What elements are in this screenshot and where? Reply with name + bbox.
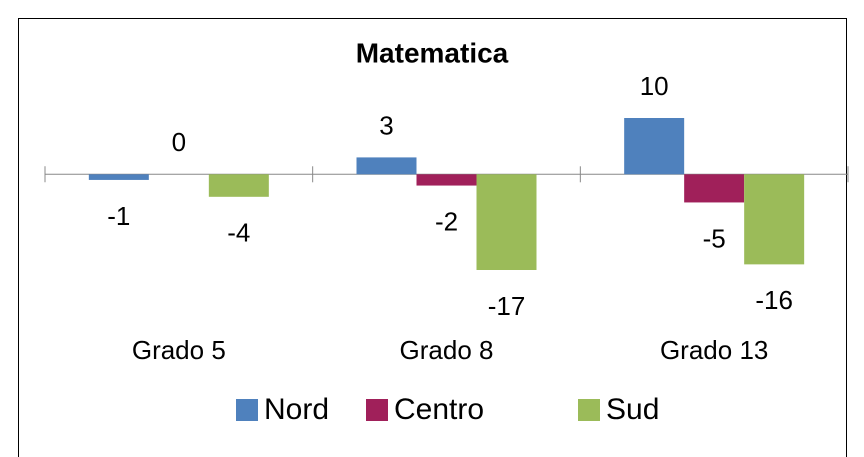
data-label: -4 xyxy=(227,218,250,248)
bar xyxy=(208,174,269,197)
legend-swatch xyxy=(578,399,600,421)
data-label: -5 xyxy=(703,223,726,253)
bar xyxy=(476,174,537,270)
legend-label: Centro xyxy=(394,393,484,426)
bar xyxy=(684,174,745,203)
x-tick-label: Grado 5 xyxy=(132,335,226,365)
chart-frame xyxy=(18,18,847,457)
legend-label: Nord xyxy=(264,393,329,426)
bar xyxy=(416,174,477,186)
chart-title: Matematica xyxy=(356,37,509,68)
legend-label: Sud xyxy=(606,393,659,426)
bar xyxy=(624,118,685,175)
data-label: 3 xyxy=(379,110,393,140)
bar xyxy=(88,174,149,180)
data-label: -17 xyxy=(488,291,526,321)
data-label: 0 xyxy=(172,127,186,157)
data-label: -2 xyxy=(435,206,458,236)
x-tick-label: Grado 8 xyxy=(400,335,494,365)
data-label: -16 xyxy=(755,285,793,315)
x-tick-label: Grado 13 xyxy=(660,335,768,365)
legend-swatch xyxy=(366,399,388,421)
bar xyxy=(356,157,417,175)
data-label: -1 xyxy=(107,201,130,231)
legend-swatch xyxy=(236,399,258,421)
bar xyxy=(744,174,805,265)
data-label: 10 xyxy=(640,71,669,101)
